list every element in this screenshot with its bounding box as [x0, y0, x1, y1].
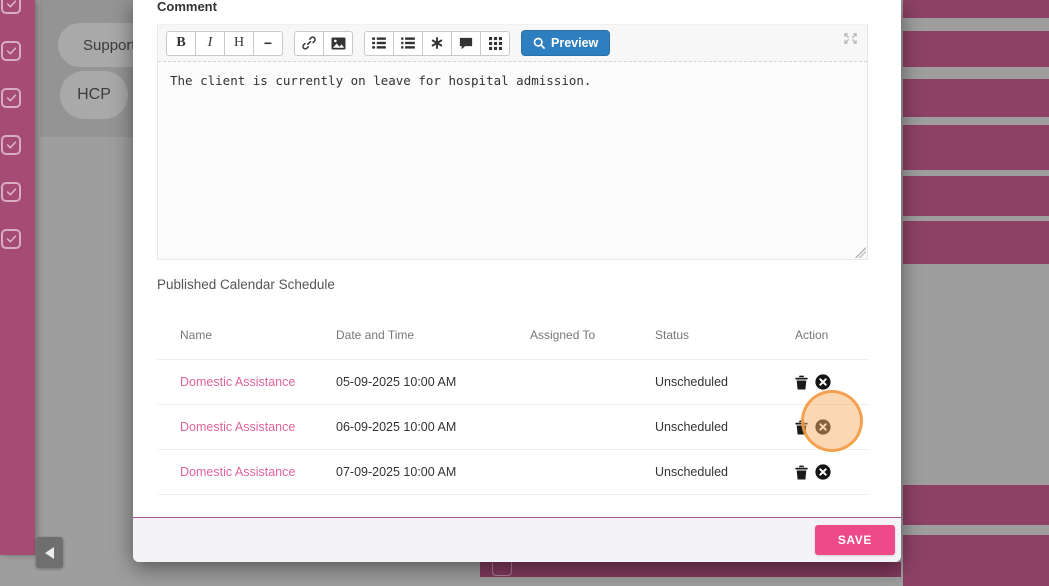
image-button[interactable] [323, 30, 353, 56]
background-row-bar [903, 125, 1049, 170]
cancel-schedule-button[interactable] [815, 464, 831, 480]
schedule-datetime: 06-09-2025 10:00 AM [336, 404, 530, 450]
background-row-bar [903, 176, 1049, 216]
background-row-bar [903, 485, 1049, 525]
unordered-list-button[interactable] [393, 30, 423, 56]
cancel-schedule-button[interactable] [815, 374, 831, 390]
checked-checkbox-icon[interactable] [1, 229, 21, 249]
delete-row-button[interactable] [795, 375, 808, 390]
schedule-row: Domestic Assistance 05-09-2025 10:00 AM … [157, 359, 868, 405]
schedule-status: Unscheduled [655, 359, 795, 405]
list-button-group [364, 30, 510, 56]
header-status: Status [655, 328, 690, 342]
fullscreen-icon[interactable] [842, 31, 859, 51]
checked-checkbox-icon[interactable] [1, 0, 21, 14]
table-button[interactable] [480, 30, 510, 56]
background-bottom-row [480, 557, 901, 577]
bold-icon: B [176, 35, 186, 50]
schedule-name-link[interactable]: Domestic Assistance [180, 465, 296, 479]
link-button[interactable] [294, 30, 324, 56]
trash-icon [795, 375, 808, 389]
schedule-table-body: Domestic Assistance 05-09-2025 10:00 AM … [157, 359, 868, 495]
grid-icon [488, 36, 502, 50]
checked-checkbox-icon[interactable] [1, 182, 21, 202]
background-row-bar [903, 0, 1049, 18]
delete-row-button[interactable] [795, 465, 808, 480]
schedule-name-link[interactable]: Domestic Assistance [180, 420, 296, 434]
left-sidebar-strip [0, 0, 35, 555]
x-circle-icon [815, 374, 831, 390]
background-row-bar [903, 79, 1049, 117]
save-button[interactable]: SAVE [814, 525, 895, 555]
schedule-assigned-to [530, 449, 655, 495]
schedule-datetime: 07-09-2025 10:00 AM [336, 449, 530, 495]
insert-button-group [294, 30, 353, 56]
editor-textarea-wrap: The client is currently on leave for hos… [158, 62, 867, 259]
unordered-list-icon [401, 37, 415, 49]
code-button[interactable] [422, 30, 452, 56]
background-row-bar [903, 221, 1049, 264]
chevron-left-icon [45, 546, 54, 559]
modal-body: Comment B I H − [133, 0, 901, 517]
italic-icon: I [207, 35, 213, 50]
search-icon [533, 37, 546, 49]
header-date-and-time: Date and Time [336, 328, 415, 342]
schedule-status: Unscheduled [655, 404, 795, 450]
comment-modal: Comment B I H − [133, 0, 901, 562]
x-circle-icon [815, 464, 831, 480]
quote-button[interactable] [451, 30, 481, 56]
delete-row-button[interactable] [795, 420, 808, 435]
heading-button[interactable]: H [224, 30, 254, 56]
schedule-header-row: Name Date and Time Assigned To Status Ac… [157, 318, 868, 360]
preview-button-label: Preview [551, 36, 599, 50]
image-icon [331, 36, 345, 50]
hcp-pill[interactable]: HCP [60, 71, 128, 119]
text-style-button-group: B I H − [166, 30, 283, 56]
checked-checkbox-icon[interactable] [1, 41, 21, 61]
heading-icon: H [233, 35, 245, 50]
editor-toolbar: B I H − [158, 25, 867, 62]
header-assigned-to: Assigned To [530, 328, 596, 342]
asterisk-icon [431, 37, 443, 49]
checked-checkbox-icon[interactable] [1, 88, 21, 108]
trash-icon [795, 465, 808, 479]
checked-checkbox-icon[interactable] [1, 135, 21, 155]
schedule-table: Name Date and Time Assigned To Status Ac… [157, 318, 868, 495]
cancel-schedule-button[interactable] [815, 419, 831, 435]
background-row-bar [903, 31, 1049, 67]
comment-label: Comment [157, 0, 217, 14]
schedule-assigned-to [530, 404, 655, 450]
horizontal-rule-button[interactable]: − [253, 30, 283, 56]
support-pill-label: Support [83, 36, 136, 54]
italic-button[interactable]: I [195, 30, 225, 56]
trash-icon [795, 420, 808, 434]
minus-icon: − [263, 35, 273, 51]
comment-textarea[interactable]: The client is currently on leave for hos… [158, 62, 867, 259]
x-circle-icon [815, 419, 831, 435]
sidebar-collapse-button[interactable] [36, 537, 63, 568]
header-name: Name [180, 328, 213, 342]
background-row-bar [903, 535, 1049, 586]
schedule-status: Unscheduled [655, 449, 795, 495]
section-title: Published Calendar Schedule [157, 277, 335, 292]
link-icon [302, 36, 316, 50]
schedule-row: Domestic Assistance 07-09-2025 10:00 AM … [157, 449, 868, 495]
comment-icon [459, 37, 473, 49]
markdown-editor: B I H − [157, 24, 868, 260]
resize-grip-icon[interactable] [855, 247, 866, 258]
schedule-name-link[interactable]: Domestic Assistance [180, 375, 296, 389]
modal-footer: SAVE [133, 517, 901, 562]
schedule-row: Domestic Assistance 06-09-2025 10:00 AM … [157, 404, 868, 450]
ordered-list-icon [372, 37, 386, 49]
hcp-pill-label: HCP [77, 86, 111, 103]
preview-button[interactable]: Preview [521, 30, 611, 56]
header-action: Action [795, 328, 829, 342]
schedule-assigned-to [530, 359, 655, 405]
bold-button[interactable]: B [166, 30, 196, 56]
schedule-datetime: 05-09-2025 10:00 AM [336, 359, 530, 405]
ordered-list-button[interactable] [364, 30, 394, 56]
